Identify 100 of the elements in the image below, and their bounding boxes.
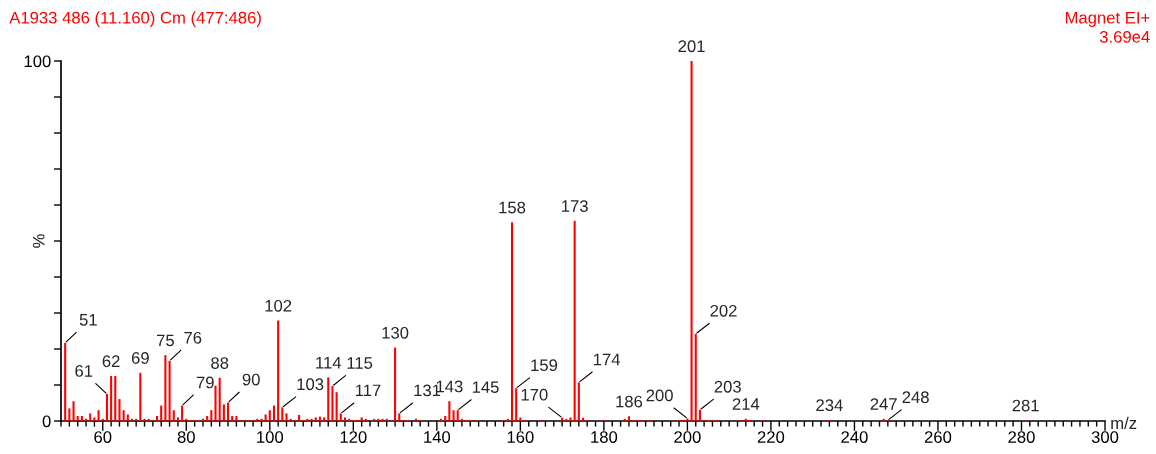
bar bbox=[339, 413, 342, 421]
bar bbox=[181, 405, 184, 421]
bar bbox=[231, 415, 234, 421]
annotation: 186 bbox=[616, 395, 643, 408]
bar bbox=[72, 401, 75, 421]
bar bbox=[277, 320, 280, 421]
x-tick-label: 120 bbox=[340, 431, 367, 443]
annotation: 130 bbox=[382, 326, 409, 339]
bar bbox=[76, 415, 79, 421]
bar bbox=[168, 360, 171, 421]
bar bbox=[343, 417, 347, 421]
bar bbox=[394, 347, 397, 421]
annotation: 214 bbox=[732, 398, 760, 410]
bar bbox=[172, 410, 175, 421]
bar bbox=[214, 385, 217, 421]
annotation: 170 bbox=[521, 388, 548, 401]
bar bbox=[80, 415, 83, 421]
bar bbox=[222, 404, 225, 421]
bar bbox=[285, 413, 288, 421]
bar bbox=[448, 401, 451, 421]
bar bbox=[331, 386, 334, 421]
annotation: 88 bbox=[211, 357, 229, 369]
bar bbox=[68, 408, 71, 421]
annotation: 79 bbox=[196, 376, 214, 389]
bar bbox=[444, 415, 447, 421]
x-tick-label: 180 bbox=[591, 431, 618, 443]
annotation: 75 bbox=[156, 334, 174, 347]
x-axis-title: m/z bbox=[1111, 416, 1137, 430]
annotation: 51 bbox=[79, 314, 97, 326]
bar bbox=[398, 413, 401, 421]
bar bbox=[694, 333, 697, 421]
bar bbox=[176, 417, 179, 421]
bar bbox=[510, 222, 514, 421]
annotation: 201 bbox=[678, 40, 705, 53]
annotation: 103 bbox=[297, 378, 324, 391]
bar bbox=[93, 417, 96, 421]
bar bbox=[577, 382, 580, 421]
bar bbox=[297, 414, 301, 421]
bar bbox=[97, 410, 100, 421]
bar bbox=[268, 410, 271, 421]
annotation: 102 bbox=[265, 299, 292, 312]
bar bbox=[110, 376, 113, 421]
annotation: 159 bbox=[531, 359, 558, 372]
annotation: 114 bbox=[316, 356, 342, 369]
bar bbox=[164, 355, 167, 421]
bar bbox=[139, 372, 142, 421]
x-tick-label: 280 bbox=[1008, 431, 1035, 443]
x-tick-label: 60 bbox=[94, 431, 112, 443]
annotation: 115 bbox=[347, 357, 373, 369]
bar bbox=[515, 388, 518, 421]
y-axis-title: % bbox=[32, 234, 45, 248]
x-tick-label: 80 bbox=[177, 431, 195, 443]
annotation: 61 bbox=[75, 365, 93, 377]
annotation: 281 bbox=[1012, 399, 1039, 412]
bar bbox=[143, 418, 146, 421]
annotation: 200 bbox=[646, 389, 673, 402]
bar bbox=[89, 413, 92, 421]
annotation: 90 bbox=[242, 373, 260, 386]
bar bbox=[335, 392, 338, 421]
annotation: 69 bbox=[131, 352, 149, 364]
annotation: 203 bbox=[714, 380, 741, 393]
annotation: 158 bbox=[499, 201, 526, 214]
annotation: 248 bbox=[902, 391, 929, 404]
annotation: 234 bbox=[816, 399, 843, 412]
bar bbox=[314, 417, 317, 421]
bar bbox=[122, 410, 125, 421]
bar bbox=[114, 376, 117, 421]
x-tick-label: 140 bbox=[424, 431, 451, 443]
bar bbox=[573, 220, 576, 421]
bar bbox=[160, 405, 163, 421]
annotation: 202 bbox=[710, 304, 737, 317]
annotation: 145 bbox=[472, 381, 499, 394]
annotation: 173 bbox=[562, 200, 588, 212]
bar bbox=[218, 377, 221, 421]
bar bbox=[456, 410, 459, 421]
bar bbox=[627, 416, 630, 421]
y-tick-label: 0 bbox=[42, 415, 51, 428]
x-tick-label: 240 bbox=[841, 431, 868, 443]
bar bbox=[452, 410, 455, 421]
text: Magnet EI+ 3.69e4 bbox=[1065, 11, 1150, 43]
bar bbox=[698, 409, 701, 421]
annotation: 117 bbox=[355, 384, 381, 397]
annotation: 174 bbox=[593, 353, 621, 366]
x-tick-label: 100 bbox=[257, 431, 284, 443]
bar bbox=[690, 61, 693, 421]
bar bbox=[281, 407, 284, 421]
bar bbox=[360, 417, 363, 421]
x-tick-label: 220 bbox=[757, 431, 785, 443]
bar bbox=[323, 417, 326, 421]
annotation: 76 bbox=[184, 331, 202, 344]
x-tick-label: 200 bbox=[674, 431, 701, 443]
bar bbox=[64, 342, 67, 421]
bar bbox=[569, 417, 572, 421]
bar bbox=[105, 394, 108, 421]
bar bbox=[272, 405, 276, 421]
annotation: 62 bbox=[102, 355, 120, 368]
bar bbox=[686, 418, 689, 421]
x-tick-label: 300 bbox=[1091, 431, 1119, 443]
bar bbox=[118, 399, 121, 421]
bar bbox=[227, 402, 230, 421]
